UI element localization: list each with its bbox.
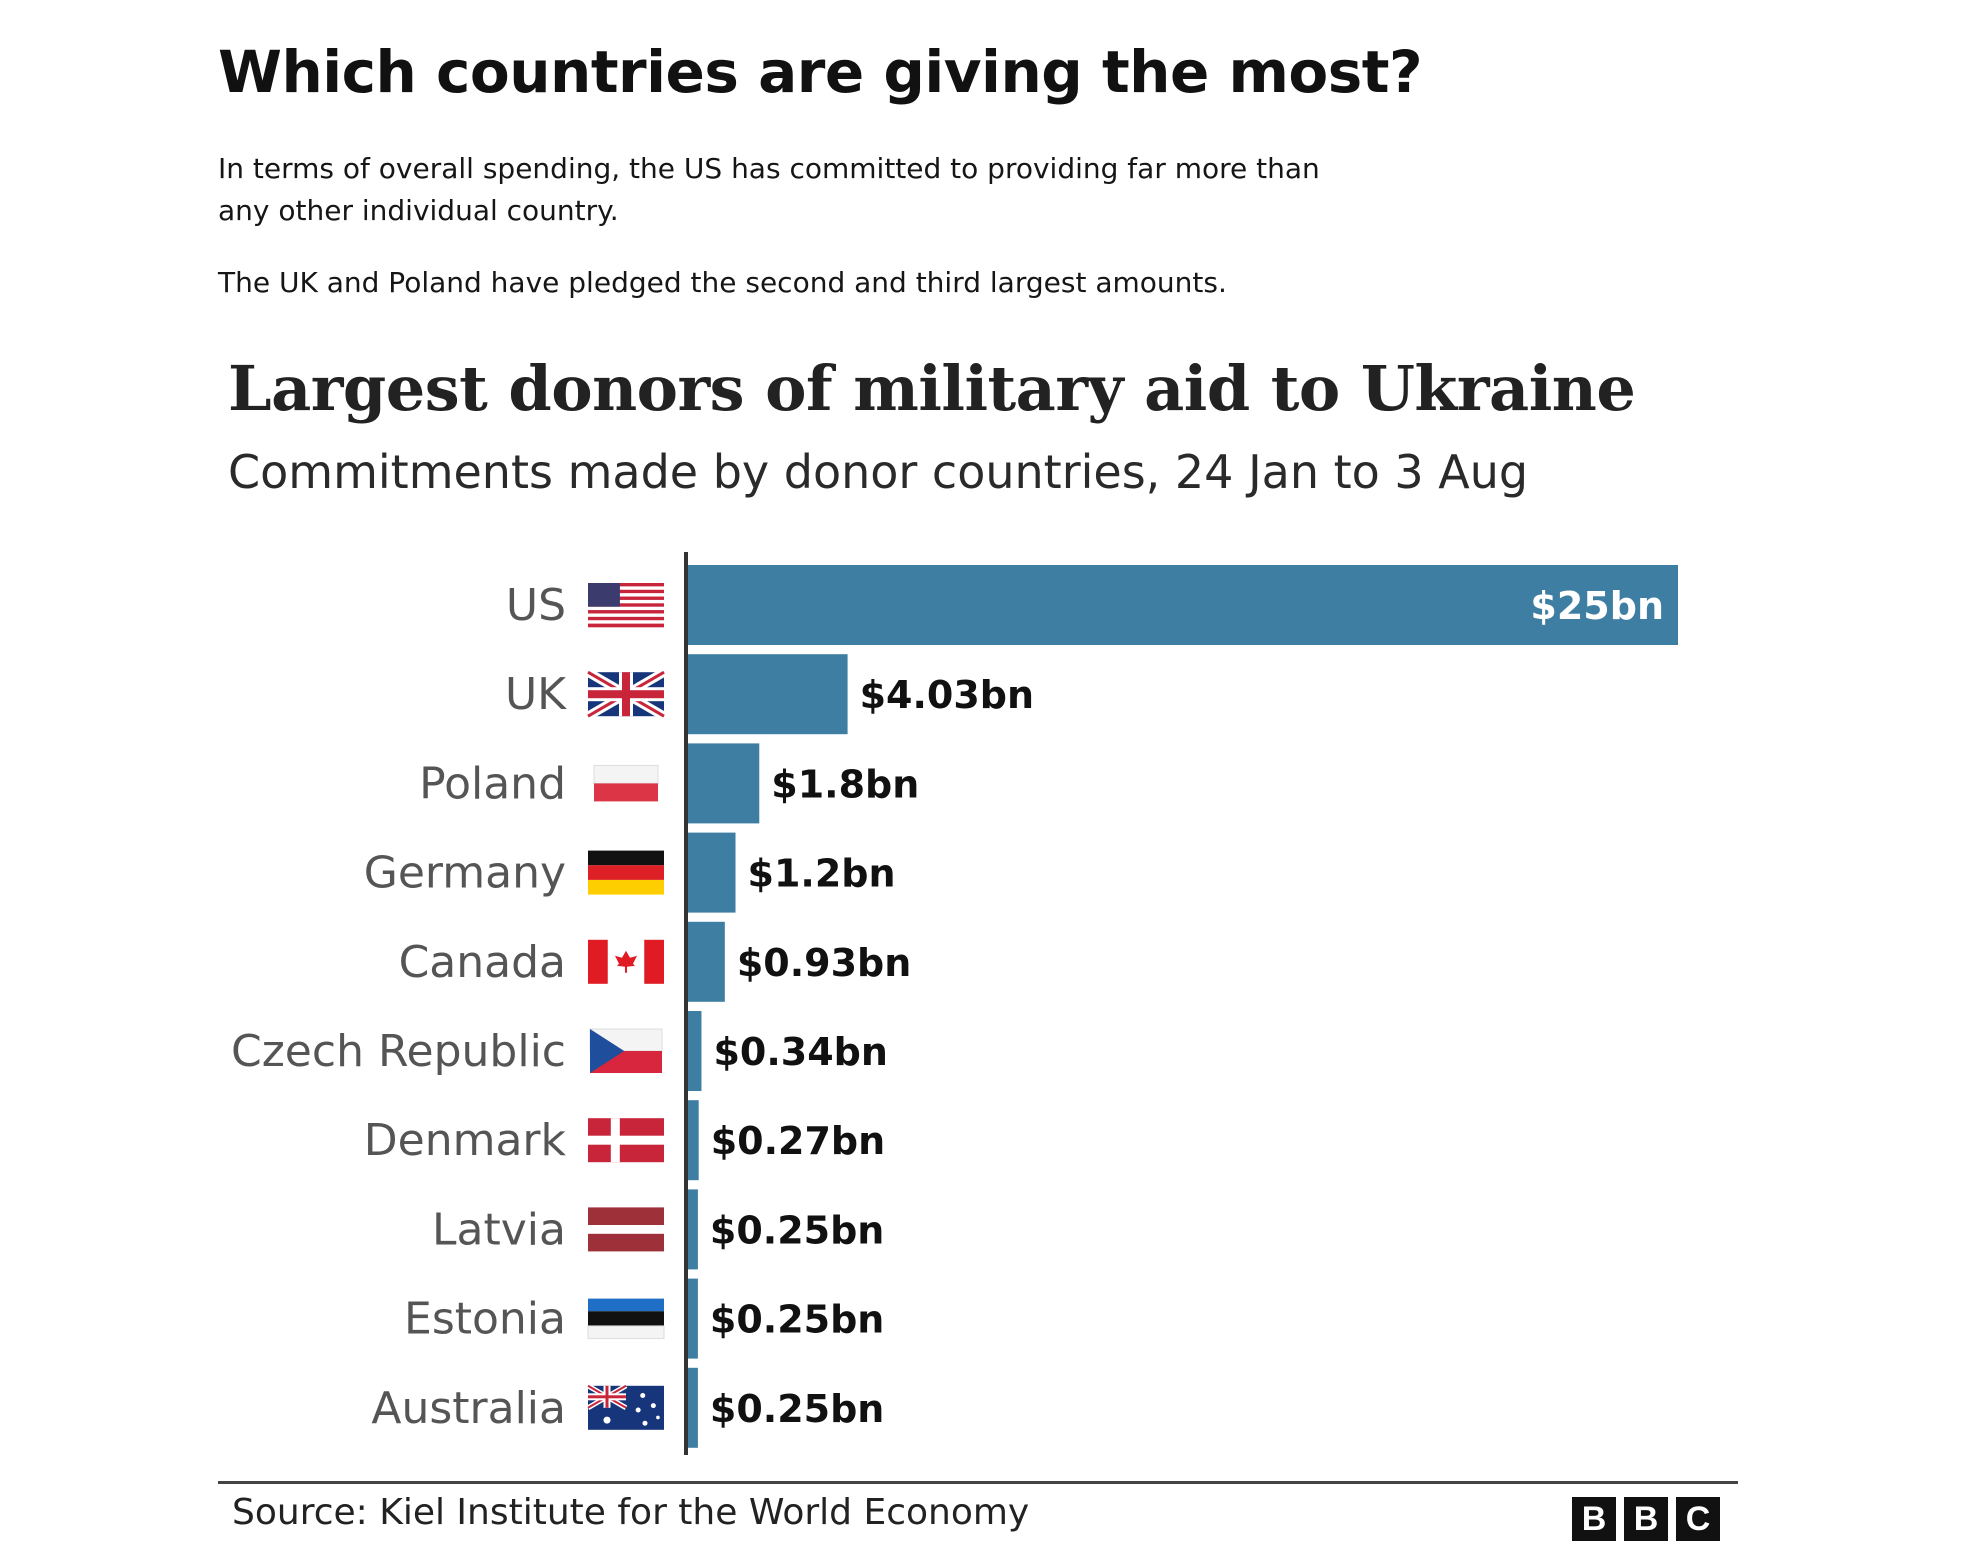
bar-canada [688, 921, 725, 1002]
bar-czech-republic [688, 1011, 702, 1091]
value-label: $0.25bn [710, 1208, 884, 1252]
flag-uk-icon [585, 668, 667, 721]
category-label: Estonia [404, 1294, 566, 1345]
bar-us [688, 565, 1678, 645]
bar-denmark [688, 1100, 699, 1181]
category-label: Poland [419, 758, 566, 809]
category-label: Latvia [432, 1204, 566, 1255]
bar-uk [688, 654, 848, 735]
flag-denmark-icon [588, 1118, 664, 1163]
chart-title: Largest donors of military aid to Ukrain… [228, 352, 1636, 425]
flag-latvia-icon [588, 1207, 664, 1252]
value-label: $0.25bn [710, 1298, 884, 1342]
article-paragraph-2: The UK and Poland have pledged the secon… [218, 266, 1227, 299]
article: Which countries are giving the most? In … [218, 30, 1718, 304]
category-label: Czech Republic [231, 1026, 566, 1077]
bbc-logo: B B C [1572, 1497, 1720, 1541]
flag-czech-icon [589, 1028, 663, 1073]
article-paragraph-1: In terms of overall spending, the US has… [218, 152, 1320, 227]
bars-layer [688, 565, 1678, 1448]
flag-us-icon [588, 583, 664, 628]
value-label: $0.25bn [710, 1387, 884, 1431]
article-heading: Which countries are giving the most? [218, 38, 1423, 106]
category-label: Canada [399, 937, 566, 988]
bar-estonia [688, 1278, 698, 1359]
logo-letter-b2: B [1624, 1497, 1668, 1541]
value-label: $0.34bn [713, 1030, 887, 1074]
category-label: Denmark [364, 1115, 567, 1166]
labels-layer: US $25bn UK $4.03bn Poland $1.8bn Germany $1.2b… [231, 580, 1664, 1434]
logo-letter-c: C [1676, 1497, 1720, 1541]
value-label: $4.03bn [860, 673, 1034, 717]
flag-germany-icon [588, 850, 664, 895]
bar-poland [688, 743, 760, 824]
flag-australia-icon [586, 1383, 664, 1430]
category-label: US [506, 580, 566, 631]
bar-latvia [688, 1189, 698, 1270]
bar-australia [688, 1367, 698, 1448]
value-label: $25bn [1530, 584, 1664, 628]
category-label: Australia [371, 1383, 566, 1434]
value-label: $1.2bn [748, 852, 896, 896]
flag-estonia-icon [587, 1298, 665, 1340]
value-label: $0.27bn [711, 1119, 885, 1163]
flag-canada-icon [588, 939, 664, 984]
flags-layer [585, 583, 667, 1430]
logo-letter-b1: B [1572, 1497, 1616, 1541]
bar-germany [688, 832, 736, 913]
category-label: UK [505, 669, 567, 720]
source-divider [218, 1481, 1738, 1484]
value-label: $1.8bn [771, 762, 919, 806]
category-label: Germany [364, 848, 566, 899]
chart-subtitle: Commitments made by donor countries, 24 … [228, 445, 1529, 499]
value-label: $0.93bn [737, 941, 911, 985]
flag-poland-icon [593, 764, 659, 802]
source-note: Source: Kiel Institute for the World Eco… [232, 1492, 1030, 1533]
